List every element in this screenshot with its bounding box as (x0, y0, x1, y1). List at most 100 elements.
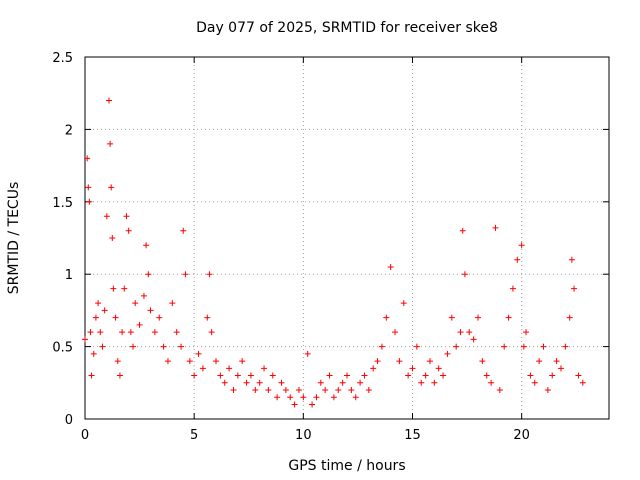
data-point (339, 379, 346, 386)
chart-title: Day 077 of 2025, SRMTID for receiver ske… (196, 20, 498, 36)
data-point (562, 343, 569, 350)
data-point (217, 372, 224, 379)
y-axis-label: SRMTID / TECUs (6, 182, 22, 295)
x-tick-label: 0 (81, 428, 89, 443)
data-point (326, 372, 333, 379)
data-point (247, 372, 254, 379)
data-point (274, 394, 281, 401)
data-point (121, 285, 128, 292)
data-point (527, 372, 534, 379)
data-point (475, 314, 481, 321)
data-point (344, 372, 350, 379)
data-point (431, 379, 438, 386)
data-point (413, 343, 420, 350)
data-point (309, 401, 316, 408)
data-point (405, 372, 412, 379)
x-tick-label: 10 (295, 428, 312, 443)
data-point (92, 314, 99, 321)
data-point (234, 372, 241, 379)
data-point (461, 271, 468, 278)
data-point (453, 343, 460, 350)
data-point (392, 329, 399, 336)
data-point (304, 350, 311, 357)
data-point (566, 314, 573, 321)
data-point (269, 372, 276, 379)
data-point (459, 227, 466, 234)
data-point (221, 379, 228, 386)
data-point (435, 365, 442, 372)
data-point (518, 242, 525, 249)
data-point (418, 379, 425, 386)
data-point (444, 350, 451, 357)
y-tick-label: 0.5 (52, 341, 73, 356)
y-tick-label: 1 (65, 268, 73, 283)
data-point (125, 227, 132, 234)
data-point (514, 256, 521, 263)
data-point (107, 140, 114, 147)
data-point (208, 329, 215, 336)
data-point (173, 329, 180, 336)
data-point (114, 358, 121, 365)
data-point (99, 343, 106, 350)
data-point (378, 343, 385, 350)
x-tick-label: 20 (513, 428, 530, 443)
data-point (191, 372, 198, 379)
data-point (116, 372, 123, 379)
data-point (520, 343, 527, 350)
data-point (505, 314, 512, 321)
data-point (335, 387, 342, 394)
data-point (204, 314, 211, 321)
data-point (86, 198, 93, 205)
data-point (82, 336, 88, 343)
data-point (90, 350, 97, 357)
data-point (147, 307, 154, 314)
data-point (400, 300, 407, 307)
y-tick-label: 1.5 (52, 196, 73, 211)
data-point (119, 329, 126, 336)
plot-frame (84, 56, 610, 420)
data-point (199, 365, 206, 372)
data-points (82, 97, 586, 408)
data-point (136, 321, 143, 328)
data-point (291, 401, 298, 408)
data-point (278, 379, 285, 386)
data-point (252, 387, 259, 394)
data-point (492, 224, 499, 231)
data-point (151, 329, 158, 336)
data-point (579, 379, 586, 386)
data-point (509, 285, 516, 292)
data-point (156, 314, 163, 321)
data-point (186, 358, 193, 365)
data-point (374, 358, 381, 365)
data-point (448, 314, 455, 321)
data-point (466, 329, 473, 336)
data-point (95, 300, 102, 307)
y-tick-label: 2.5 (52, 51, 73, 66)
data-point (87, 329, 94, 336)
y-tick-label: 2 (65, 123, 73, 138)
data-point (132, 300, 139, 307)
data-point (180, 227, 187, 234)
data-point (536, 358, 543, 365)
data-point (396, 358, 403, 365)
data-point (213, 358, 219, 365)
data-point (97, 329, 104, 336)
data-point (160, 343, 167, 350)
data-point (110, 285, 117, 292)
data-point (287, 394, 294, 401)
data-point (130, 343, 137, 350)
data-point (540, 343, 547, 350)
axis-ticks: 0 5 10 15 20 0 0.5 1 1.5 2 2.5 (52, 51, 609, 443)
data-point (426, 358, 433, 365)
data-point (531, 379, 538, 386)
data-point (422, 372, 429, 379)
data-point (226, 365, 233, 372)
data-point (457, 329, 464, 336)
data-point (84, 155, 91, 162)
data-point (123, 213, 130, 220)
grid-lines (85, 57, 609, 419)
data-point (523, 329, 530, 336)
data-point (488, 379, 495, 386)
data-point (365, 387, 372, 394)
data-point (140, 292, 147, 299)
